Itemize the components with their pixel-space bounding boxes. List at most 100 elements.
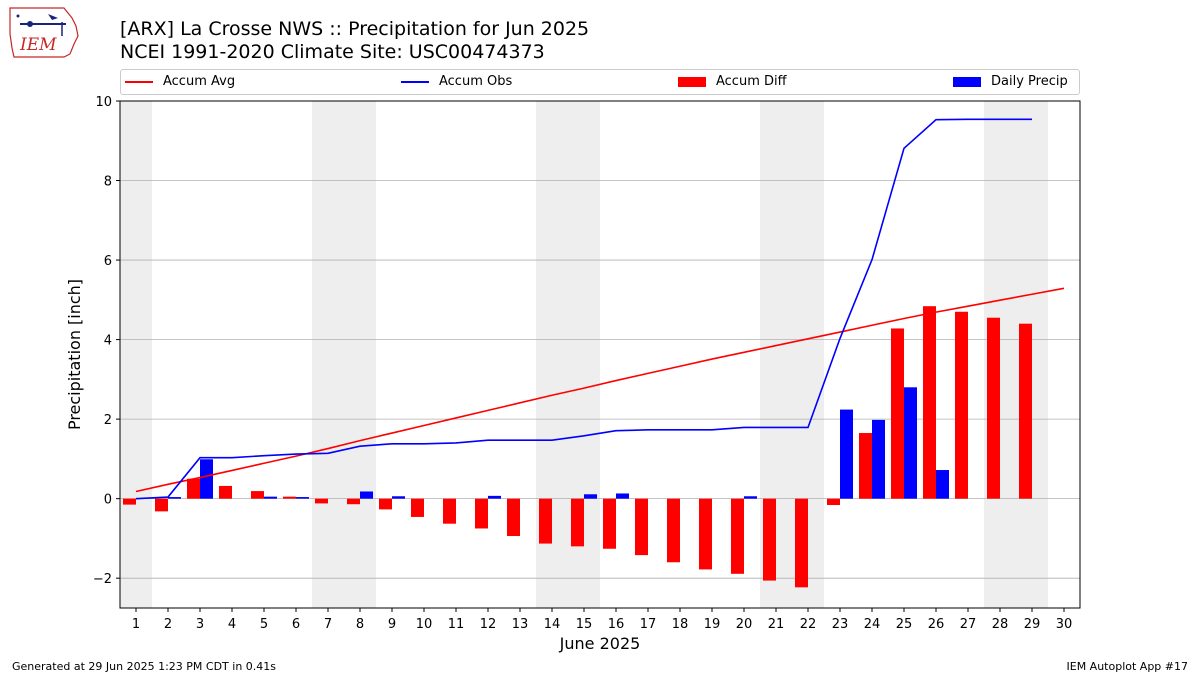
x-tick-label-14: 14 — [544, 617, 561, 632]
bar-accum-diff-day-23 — [827, 498, 840, 506]
legend: Accum Avg Accum Obs Accum Diff Daily Pre… — [120, 69, 1080, 95]
bar-accum-diff-day-15 — [571, 498, 584, 547]
x-tick-label-25: 25 — [896, 617, 913, 632]
x-tick-label-22: 22 — [800, 617, 817, 632]
bar-accum-diff-day-8 — [347, 498, 360, 505]
legend-label-accum-avg: Accum Avg — [163, 74, 236, 89]
bar-accum-diff-day-5 — [251, 491, 264, 499]
x-tick-label-1: 1 — [132, 617, 140, 632]
x-tick-label-24: 24 — [864, 617, 881, 632]
bar-accum-diff-day-28 — [987, 317, 1000, 499]
legend-swatch-accum-avg — [125, 81, 153, 83]
legend-label-accum-obs: Accum Obs — [439, 74, 513, 89]
y-tick-label-10: 10 — [95, 95, 112, 110]
bar-accum-diff-day-22 — [795, 498, 808, 588]
y-tick-label--2: −2 — [93, 572, 112, 587]
title-line-2: NCEI 1991-2020 Climate Site: USC00474373 — [120, 41, 545, 63]
legend-item-daily-precip: Daily Precip — [953, 74, 1068, 90]
bar-daily-precip-day-26 — [936, 470, 949, 499]
bar-accum-diff-day-6 — [283, 496, 296, 499]
x-tick-label-8: 8 — [356, 617, 364, 632]
x-tick-label-5: 5 — [260, 617, 268, 632]
bar-daily-precip-day-6 — [296, 497, 309, 499]
bar-accum-diff-day-17 — [635, 498, 648, 556]
bar-daily-precip-day-16 — [616, 493, 629, 499]
line-accum-obs — [135, 118, 1032, 500]
x-tick-label-3: 3 — [196, 617, 204, 632]
bar-accum-diff-day-29 — [1019, 323, 1032, 499]
bar-accum-diff-day-18 — [667, 498, 680, 563]
logo-text: IEM — [19, 35, 57, 55]
bar-accum-diff-day-7 — [315, 498, 328, 504]
bar-daily-precip-day-9 — [392, 496, 405, 499]
x-tick-label-13: 13 — [512, 617, 529, 632]
line-accum-avg — [135, 287, 1065, 493]
x-tick-label-30: 30 — [1056, 617, 1073, 632]
bar-daily-precip-day-24 — [872, 419, 885, 499]
footer-app: IEM Autoplot App #17 — [1066, 660, 1189, 673]
weekend-shade-0 — [120, 101, 152, 608]
x-tick-label-17: 17 — [640, 617, 657, 632]
bar-accum-diff-day-20 — [731, 498, 744, 574]
iem-logo: IEM — [9, 7, 79, 58]
bar-accum-diff-day-14 — [539, 498, 552, 544]
legend-label-daily-precip: Daily Precip — [991, 74, 1068, 89]
legend-item-accum-obs: Accum Obs — [401, 74, 512, 90]
x-axis-label: June 2025 — [559, 634, 641, 653]
y-tick-label-4: 4 — [104, 334, 112, 349]
bar-accum-diff-day-27 — [955, 311, 968, 499]
y-tick-label-8: 8 — [104, 175, 112, 190]
bar-accum-diff-day-3 — [187, 478, 200, 499]
x-tick-label-15: 15 — [576, 617, 593, 632]
bar-accum-diff-day-16 — [603, 498, 616, 549]
x-tick-label-6: 6 — [292, 617, 300, 632]
x-tick-label-11: 11 — [448, 617, 465, 632]
bar-daily-precip-day-8 — [360, 491, 373, 499]
x-tick-label-19: 19 — [704, 617, 721, 632]
bar-accum-diff-day-4 — [219, 485, 232, 499]
x-tick-label-18: 18 — [672, 617, 689, 632]
y-axis-label: Precipitation [inch] — [65, 279, 84, 430]
x-tick-label-4: 4 — [228, 617, 236, 632]
x-tick-label-20: 20 — [736, 617, 753, 632]
legend-swatch-accum-diff — [678, 77, 706, 87]
legend-label-accum-diff: Accum Diff — [716, 74, 787, 89]
title-line-1: [ARX] La Crosse NWS :: Precipitation for… — [120, 18, 590, 40]
y-tick-label-2: 2 — [104, 413, 112, 428]
bar-accum-diff-day-12 — [475, 498, 488, 529]
x-tick-label-23: 23 — [832, 617, 849, 632]
x-tick-label-16: 16 — [608, 617, 625, 632]
x-tick-label-9: 9 — [388, 617, 396, 632]
x-tick-label-28: 28 — [992, 617, 1009, 632]
bar-accum-diff-day-21 — [763, 498, 776, 581]
bar-accum-diff-day-26 — [923, 306, 936, 499]
bar-accum-diff-day-2 — [155, 498, 168, 512]
bar-daily-precip-day-5 — [264, 496, 277, 499]
bar-daily-precip-day-15 — [584, 494, 597, 499]
bar-accum-diff-day-11 — [443, 498, 456, 524]
x-tick-label-29: 29 — [1024, 617, 1041, 632]
x-tick-label-2: 2 — [164, 617, 172, 632]
chart-title: [ARX] La Crosse NWS :: Precipitation for… — [120, 18, 589, 64]
bar-accum-diff-day-9 — [379, 498, 392, 510]
weekend-shade-1 — [312, 101, 376, 608]
x-tick-label-21: 21 — [768, 617, 785, 632]
bar-accum-diff-day-25 — [891, 328, 904, 499]
bar-accum-diff-day-1 — [123, 498, 136, 505]
bar-daily-precip-day-3 — [200, 459, 213, 499]
legend-item-accum-avg: Accum Avg — [125, 74, 235, 90]
bar-daily-precip-day-25 — [904, 387, 917, 499]
legend-swatch-accum-obs — [401, 81, 429, 83]
plot-frame — [119, 100, 1081, 609]
bar-daily-precip-day-20 — [744, 496, 757, 499]
legend-swatch-daily-precip — [953, 77, 981, 87]
bar-accum-diff-day-24 — [859, 433, 872, 499]
footer-generated: Generated at 29 Jun 2025 1:23 PM CDT in … — [12, 660, 277, 673]
y-tick-label-0: 0 — [104, 493, 112, 508]
x-tick-label-10: 10 — [416, 617, 433, 632]
bar-accum-diff-day-10 — [411, 498, 424, 517]
bar-daily-precip-day-23 — [840, 409, 853, 499]
bar-accum-diff-day-19 — [699, 498, 712, 570]
x-tick-label-26: 26 — [928, 617, 945, 632]
